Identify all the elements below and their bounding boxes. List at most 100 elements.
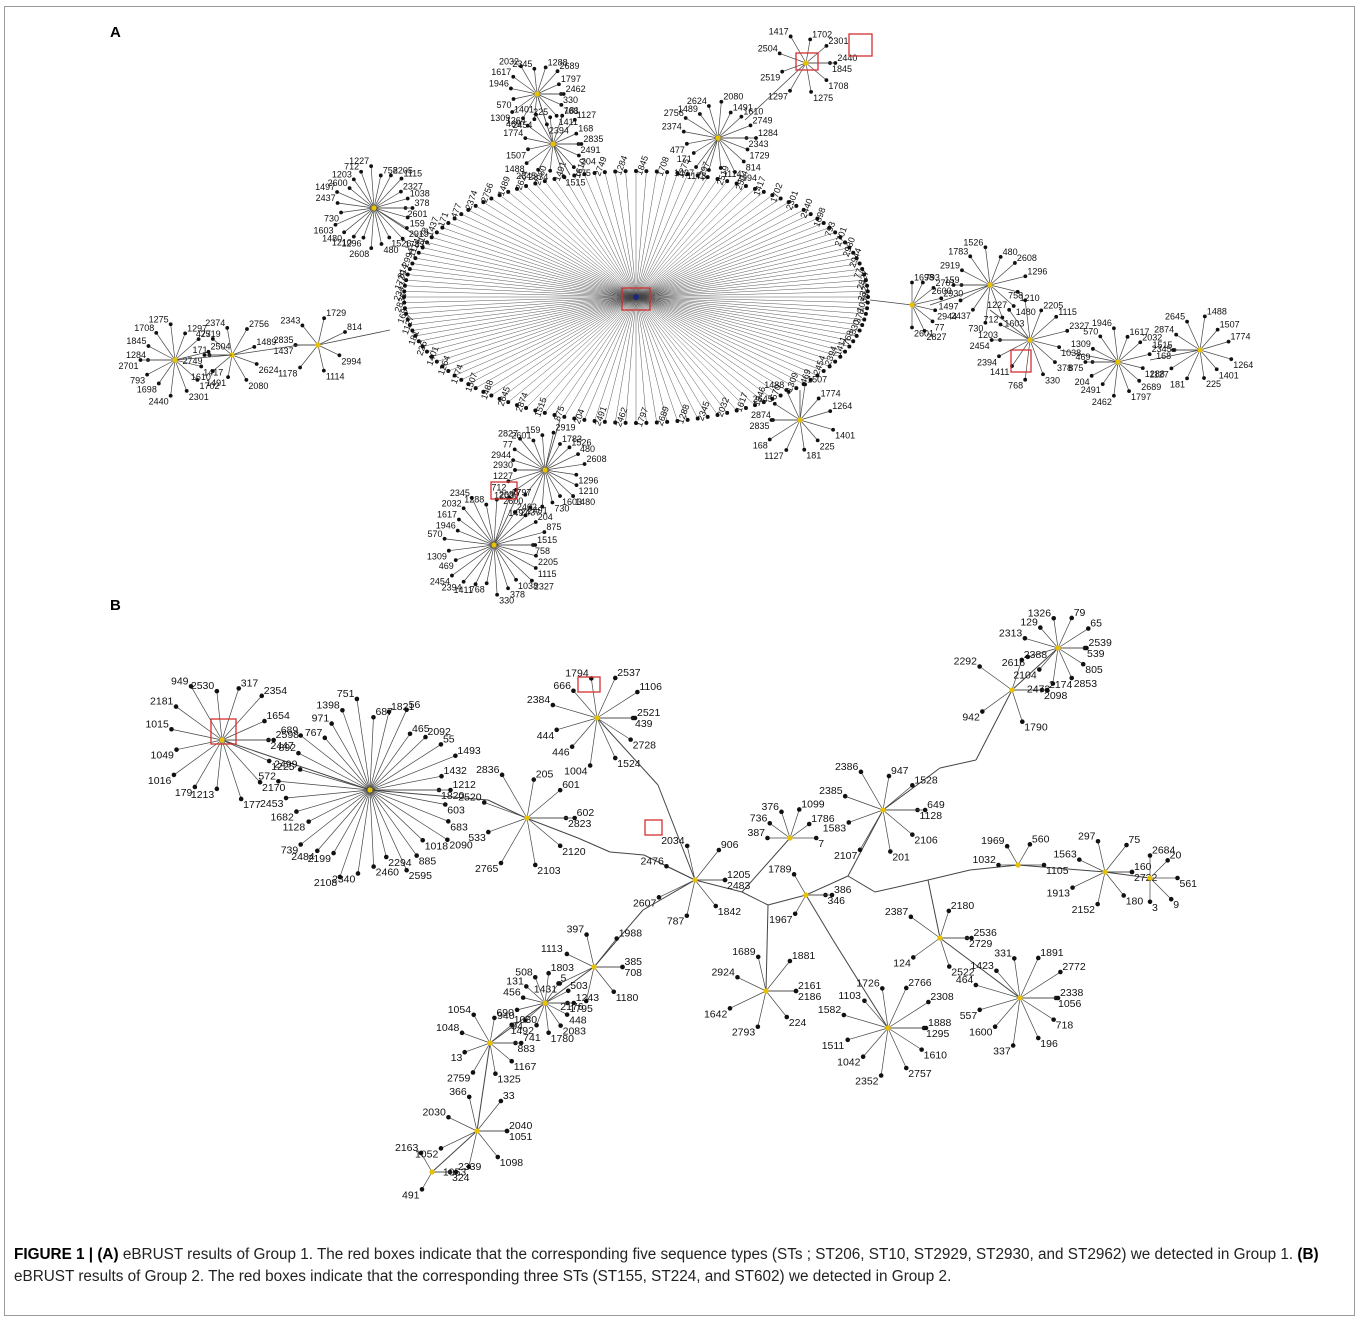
- network-edge: [300, 735, 371, 791]
- st-node: [461, 579, 466, 584]
- st-label: 1225: [271, 761, 295, 773]
- st-node: [854, 333, 859, 338]
- st-label: 2874: [751, 410, 771, 420]
- st-node: [429, 235, 434, 240]
- st-node: [767, 437, 772, 442]
- network-edge: [527, 125, 554, 145]
- st-label: 1528: [914, 774, 938, 786]
- st-node: [623, 169, 628, 174]
- st-label: 1946: [436, 521, 456, 531]
- st-node: [1035, 1035, 1041, 1041]
- st-node: [400, 236, 405, 241]
- network-edge: [369, 789, 449, 822]
- network-edge: [874, 879, 929, 893]
- st-label: 446: [552, 747, 570, 759]
- network-edge: [451, 544, 495, 576]
- network-edge: [635, 296, 841, 357]
- network-edge: [767, 894, 807, 906]
- st-node: [691, 151, 696, 155]
- network-edge: [913, 937, 941, 958]
- network-edge: [911, 304, 936, 311]
- network-edge: [373, 178, 402, 209]
- st-node: [854, 256, 859, 261]
- st-label: 1507: [463, 371, 479, 393]
- st-label: 1515: [1153, 340, 1173, 350]
- network-edge: [493, 497, 510, 546]
- network-edge: [635, 296, 850, 347]
- st-label: 2308: [930, 991, 954, 1003]
- network-edge: [927, 879, 941, 939]
- network-edge: [468, 209, 637, 298]
- network-edge: [805, 39, 811, 64]
- st-node: [572, 173, 577, 178]
- st-node: [567, 445, 572, 450]
- st-label: 1480: [575, 497, 595, 507]
- st-node: [452, 373, 457, 378]
- network-edge: [369, 789, 387, 858]
- st-node: [784, 448, 789, 452]
- st-label: 337: [993, 1046, 1011, 1058]
- st-node: [1125, 334, 1130, 339]
- st-label: 1325: [497, 1074, 521, 1086]
- network-edge: [635, 247, 850, 298]
- st-node: [878, 1073, 884, 1078]
- st-node: [226, 375, 230, 380]
- st-label: 477: [670, 145, 685, 155]
- st-label: 2083: [563, 1026, 587, 1038]
- network-edge: [604, 296, 637, 422]
- st-node: [1051, 616, 1057, 621]
- network-edge: [635, 296, 818, 376]
- st-label: 168: [395, 307, 410, 325]
- st-node: [958, 298, 963, 303]
- st-label: 225: [1206, 379, 1221, 389]
- network-edge: [683, 131, 719, 139]
- network-edge: [369, 733, 411, 791]
- st-node: [602, 419, 607, 424]
- network-edge: [544, 1002, 549, 1033]
- st-label: 204: [538, 512, 553, 522]
- st-label: 2174: [1049, 679, 1073, 691]
- st-label: 1038: [410, 189, 430, 199]
- network-edge: [635, 296, 688, 420]
- network-edge: [552, 115, 563, 145]
- network-edge: [461, 296, 637, 381]
- st-label: 503: [570, 980, 588, 992]
- st-node: [715, 412, 720, 417]
- st-label: 1797: [1131, 392, 1151, 402]
- st-node: [512, 510, 517, 514]
- st-node: [271, 737, 276, 743]
- st-node: [1137, 378, 1142, 383]
- network-edge: [1171, 349, 1201, 369]
- network-edge: [404, 285, 637, 298]
- st-node: [933, 308, 938, 313]
- network-edge: [501, 774, 528, 819]
- st-label: 1288: [464, 495, 484, 505]
- network-edge: [635, 274, 865, 298]
- network-edge: [170, 359, 176, 396]
- st-node: [359, 169, 364, 174]
- network-edge: [625, 171, 637, 298]
- network-edge: [415, 296, 637, 337]
- st-label: 2759: [447, 1072, 471, 1084]
- network-edge: [1039, 647, 1059, 670]
- network-edge: [635, 296, 863, 326]
- network-edge: [1000, 324, 1031, 341]
- st-label: 1682: [270, 812, 294, 824]
- network-edge: [1024, 339, 1031, 380]
- network-edge: [511, 93, 538, 113]
- st-node: [506, 586, 510, 591]
- st-node: [210, 337, 215, 341]
- network-edge: [635, 296, 804, 385]
- network-edge: [1029, 330, 1068, 341]
- network-edge: [635, 296, 764, 403]
- network-edge: [524, 469, 546, 495]
- founder-node: [763, 988, 769, 994]
- st-node: [536, 167, 541, 172]
- network-edge: [1113, 361, 1119, 396]
- st-label: 330: [563, 95, 578, 105]
- st-node: [847, 245, 852, 250]
- st-label: 2519: [201, 329, 221, 339]
- network-edge: [847, 875, 876, 893]
- st-node: [542, 179, 547, 184]
- st-label: 456: [503, 987, 521, 999]
